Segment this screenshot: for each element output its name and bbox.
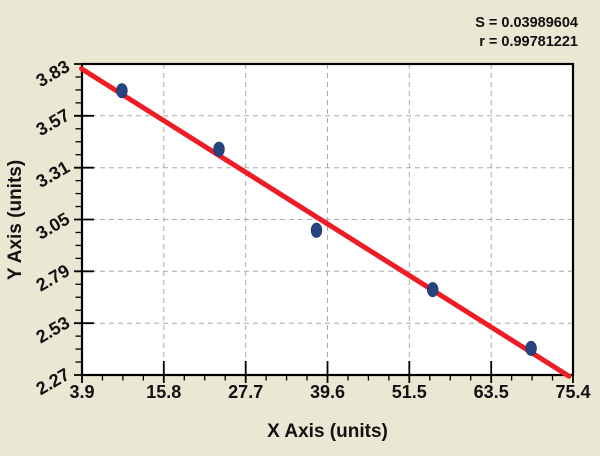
svg-text:75.4: 75.4 (555, 382, 590, 402)
svg-text:27.7: 27.7 (228, 382, 263, 402)
svg-text:39.6: 39.6 (310, 382, 345, 402)
svg-text:2.79: 2.79 (33, 260, 73, 295)
svg-text:3.83: 3.83 (33, 56, 73, 91)
svg-text:X Axis (units): X Axis (units) (267, 421, 388, 442)
svg-text:3.05: 3.05 (33, 209, 73, 244)
svg-text:3.9: 3.9 (69, 382, 94, 402)
svg-text:63.5: 63.5 (474, 382, 509, 402)
svg-text:2.53: 2.53 (33, 312, 73, 347)
svg-text:3.57: 3.57 (33, 105, 73, 140)
svg-text:15.8: 15.8 (146, 382, 181, 402)
svg-text:Y Axis (units): Y Axis (units) (5, 160, 26, 280)
svg-text:S = 0.03989604: S = 0.03989604 (475, 15, 578, 31)
svg-text:51.5: 51.5 (392, 382, 427, 402)
svg-text:2.27: 2.27 (33, 364, 73, 399)
svg-text:3.31: 3.31 (33, 157, 73, 192)
svg-text:r = 0.99781221: r = 0.99781221 (479, 34, 578, 50)
